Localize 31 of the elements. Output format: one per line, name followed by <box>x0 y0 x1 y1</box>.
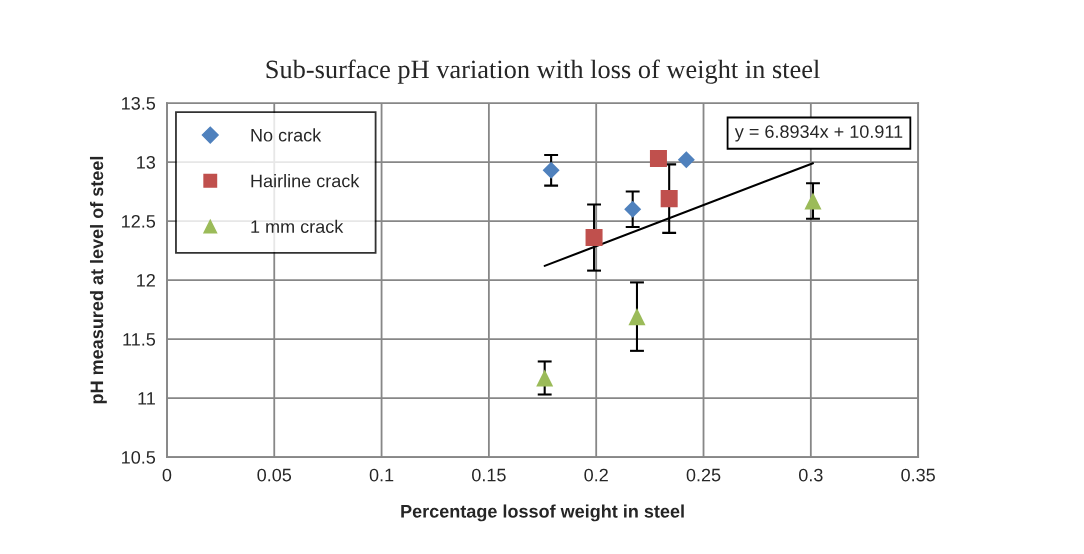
y-tick-label: 10.5 <box>122 450 156 464</box>
y-tick-label: 12.5 <box>122 214 156 228</box>
x-tick-label: 0.2 <box>584 468 608 482</box>
x-tick-label: 0.15 <box>472 468 506 482</box>
legend-label: Hairline crack <box>251 174 360 188</box>
point <box>649 150 667 168</box>
y-tick-label: 13 <box>137 155 156 169</box>
point <box>804 192 822 210</box>
legend-label: No crack <box>251 128 322 142</box>
y-axis-title: pH measured at level of steel <box>89 156 107 404</box>
x-tick-label: 0.3 <box>798 468 823 482</box>
point <box>628 308 646 326</box>
x-tick-label: 0.35 <box>901 468 935 482</box>
point <box>624 200 642 218</box>
point <box>677 151 695 169</box>
y-tick-label: 12 <box>137 273 155 287</box>
y-tick-label: 11.5 <box>123 333 156 346</box>
point <box>585 229 603 247</box>
point <box>536 369 554 387</box>
x-tick-label: 0.1 <box>369 468 394 482</box>
x-tick-label: 0 <box>162 468 172 482</box>
point <box>660 190 678 208</box>
x-axis-title: Percentage lossof weight in steel <box>401 504 684 522</box>
x-tick-label: 0.05 <box>257 468 292 482</box>
point <box>542 161 560 179</box>
legend-label: 1 mm crack <box>251 219 344 234</box>
chart-title: Sub-surface pH variation with loss of weight in steel <box>266 59 820 84</box>
y-tick-label: 11 <box>138 392 155 405</box>
x-tick-label: 0.25 <box>686 468 721 482</box>
annotation: y = 6.8934x + 10.911 <box>734 125 903 142</box>
y-tick-label: 13.5 <box>122 96 156 110</box>
